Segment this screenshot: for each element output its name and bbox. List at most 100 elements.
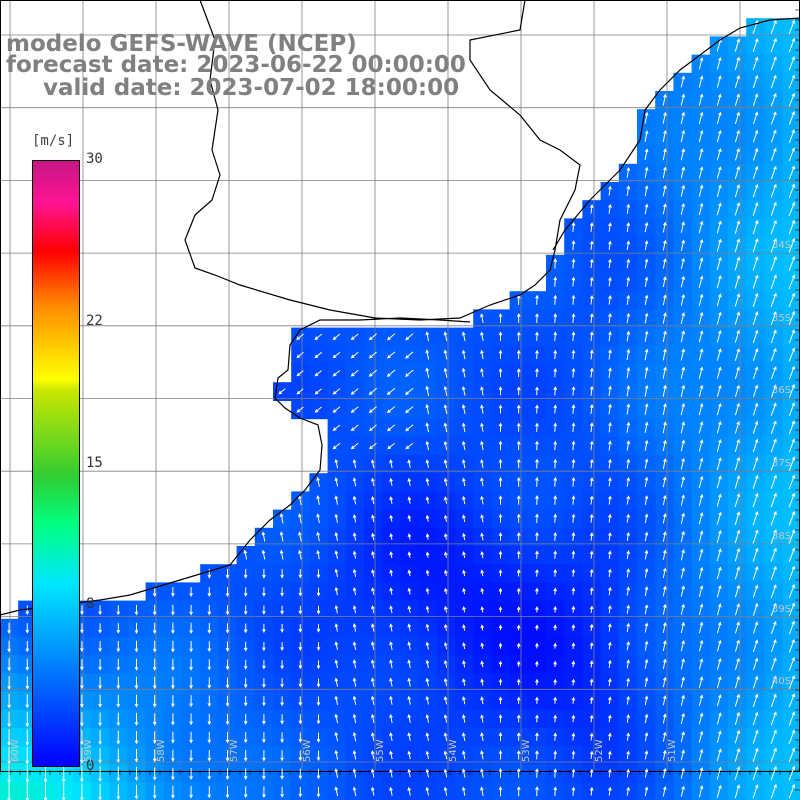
wind-arrow — [752, 657, 759, 671]
wind-arrow — [626, 276, 631, 287]
wind-arrow — [207, 731, 212, 744]
wind-arrow — [571, 495, 576, 505]
wind-arrow — [608, 568, 612, 578]
wind-arrow — [80, 765, 84, 783]
wind-arrow — [425, 533, 430, 540]
wind-arrow — [152, 622, 157, 635]
wind-arrow — [553, 605, 557, 613]
wind-arrow — [498, 569, 503, 577]
lon-label: 58W — [156, 739, 167, 762]
wind-arrow — [480, 642, 485, 649]
coastline — [0, 0, 800, 616]
wind-arrow — [352, 605, 357, 614]
wind-arrow — [262, 587, 266, 597]
wind-arrow — [752, 438, 759, 453]
wind-arrow — [225, 659, 230, 671]
wind-arrow — [425, 514, 430, 522]
wind-arrow — [626, 312, 631, 324]
wind-arrow — [405, 442, 414, 450]
wind-arrow — [626, 677, 630, 687]
wind-arrow — [443, 422, 448, 433]
wind-arrow — [498, 750, 503, 760]
wind-arrow — [298, 678, 303, 688]
wind-arrow — [770, 56, 777, 71]
wind-arrow — [389, 605, 393, 614]
wind-arrow — [298, 549, 302, 560]
wind-arrow — [662, 603, 667, 615]
wind-arrow — [626, 258, 631, 269]
wind-arrow — [116, 676, 121, 690]
wind-arrow — [316, 587, 321, 597]
wind-arrow — [334, 695, 339, 705]
wind-arrow — [752, 74, 759, 89]
wind-arrow — [788, 110, 795, 125]
wind-arrow — [626, 714, 630, 723]
wind-arrow — [389, 496, 393, 504]
wind-arrow — [752, 93, 759, 107]
wind-arrow — [680, 75, 686, 88]
wind-arrow — [788, 765, 796, 781]
wind-arrow — [716, 238, 722, 252]
lon-label: 54W — [448, 739, 459, 762]
wind-arrow — [462, 495, 466, 505]
wind-arrow — [680, 512, 685, 524]
wind-arrow — [352, 495, 357, 505]
wind-arrow — [571, 385, 576, 396]
wind-arrow — [280, 605, 284, 615]
wind-arrow — [752, 292, 759, 307]
wind-arrow — [535, 624, 539, 631]
wind-arrow — [571, 587, 576, 595]
wind-arrow — [350, 442, 359, 450]
wind-arrow — [716, 657, 722, 670]
wind-arrow — [25, 641, 30, 653]
wind-arrow — [116, 766, 121, 782]
wind-arrow — [480, 606, 485, 613]
wind-arrow — [498, 642, 503, 649]
wind-arrow — [171, 587, 175, 598]
wind-arrow — [752, 474, 759, 490]
wind-arrow — [387, 442, 395, 450]
wind-arrow — [571, 240, 576, 251]
wind-arrow — [680, 293, 685, 306]
wind-arrow — [589, 258, 594, 269]
wind-arrow — [261, 531, 266, 542]
wind-arrow — [389, 786, 393, 796]
wind-arrow — [770, 384, 777, 398]
wind-arrow — [262, 642, 266, 652]
wind-arrow — [316, 696, 321, 706]
wind-arrow — [553, 768, 558, 778]
wind-arrow — [752, 747, 759, 763]
wind-arrow — [716, 348, 722, 361]
wind-arrow — [386, 333, 396, 341]
wind-arrow — [698, 530, 704, 543]
lon-label: 52W — [594, 739, 605, 762]
wind-arrow — [788, 602, 796, 617]
wind-arrow — [752, 784, 759, 799]
wind-arrow — [752, 56, 759, 71]
wind-arrow — [171, 622, 175, 635]
wind-arrow — [152, 676, 157, 690]
wind-arrow — [680, 366, 686, 379]
wind-arrow — [662, 129, 667, 143]
wind-arrow — [480, 678, 484, 686]
wind-arrow — [752, 639, 759, 652]
wind-arrow — [571, 440, 576, 451]
wind-arrow — [662, 439, 667, 452]
wind-arrow — [189, 785, 193, 799]
wind-arrow — [608, 477, 612, 487]
wind-arrow — [189, 677, 193, 689]
wind-arrow — [425, 677, 430, 687]
wind-arrow — [734, 202, 741, 216]
wind-arrow — [278, 388, 286, 395]
wind-arrow — [752, 729, 759, 744]
wind-arrow — [698, 639, 704, 652]
wind-arrow — [644, 567, 649, 578]
wind-arrow — [462, 569, 466, 577]
wind-arrow — [25, 711, 30, 728]
wind-arrow — [608, 331, 612, 342]
wind-arrow — [225, 768, 230, 780]
wind-arrow — [425, 786, 430, 796]
wind-arrow — [535, 786, 539, 797]
wind-arrow — [389, 732, 393, 742]
wind-arrow — [608, 495, 612, 505]
